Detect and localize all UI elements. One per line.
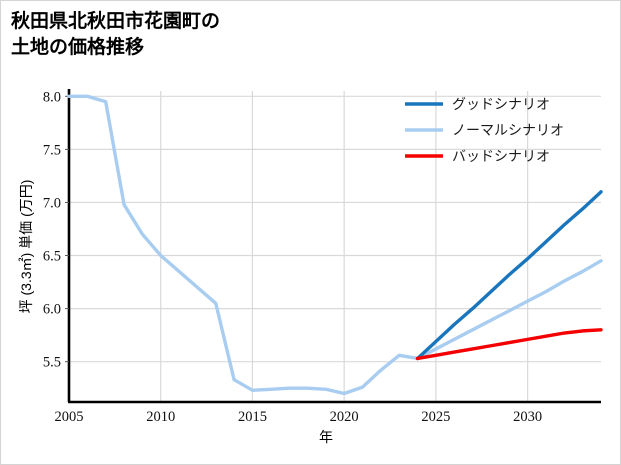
x-tick-label: 2010 <box>146 409 175 425</box>
y-tick-label: 5.5 <box>43 355 61 371</box>
y-tick-label: 7.0 <box>43 195 61 211</box>
axis-titles-group: 年 坪 (3.3㎡) 単価 (万円) <box>18 180 333 445</box>
x-tick-label: 2030 <box>513 409 542 425</box>
legend-label: ノーマルシナリオ <box>452 122 564 138</box>
data-series-group <box>67 94 603 396</box>
y-tick-label: 7.5 <box>43 142 61 158</box>
x-tick-label: 2025 <box>421 409 450 425</box>
axis-lines-group <box>67 89 601 404</box>
x-axis-title: 年 <box>319 429 333 445</box>
legend-label: バッドシナリオ <box>452 148 550 164</box>
y-axis-title: 坪 (3.3㎡) 単価 (万円) <box>18 180 34 314</box>
y-tick-label: 6.0 <box>43 302 61 318</box>
x-tick-label: 2015 <box>238 409 267 425</box>
y-tick-label: 8.0 <box>43 89 61 105</box>
series-line-normal <box>67 94 603 396</box>
tick-labels-group: 5.5 6.0 6.5 7.0 7.5 8.0 2005 2010 2015 2020 2025 20… <box>43 89 542 425</box>
legend-label: グッドシナリオ <box>452 96 550 112</box>
series-line-good <box>415 190 603 361</box>
tick-marks-group <box>65 95 69 363</box>
page-title: 秋田県北秋田市花園町の 土地の価格推移 <box>11 11 221 58</box>
series-line-bad <box>415 328 603 361</box>
x-tick-label: 2020 <box>330 409 359 425</box>
y-tick-label: 6.5 <box>43 249 61 265</box>
x-tick-label: 2005 <box>55 409 84 425</box>
